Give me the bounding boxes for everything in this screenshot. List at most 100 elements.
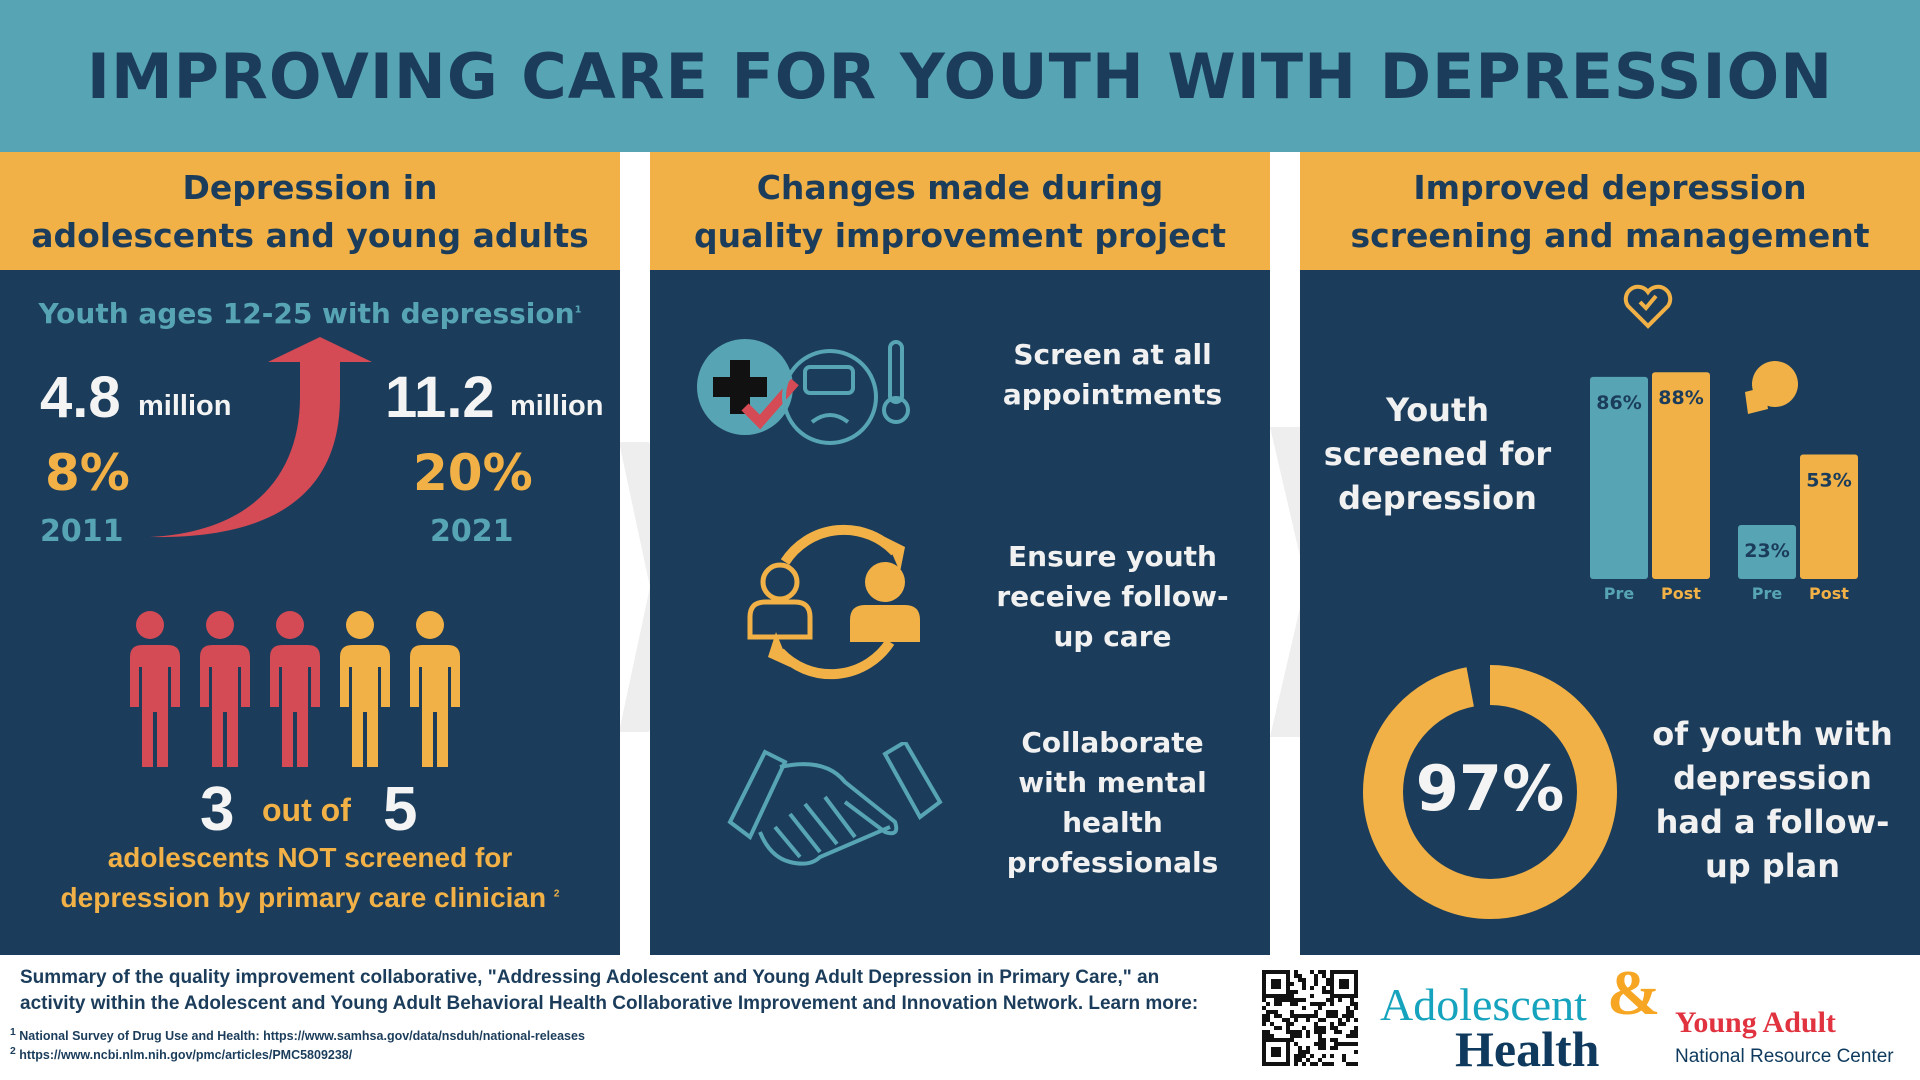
qr-module bbox=[1262, 1030, 1266, 1034]
qr-module bbox=[1354, 1002, 1358, 1006]
qr-module bbox=[1290, 1022, 1294, 1026]
qr-module bbox=[1302, 1014, 1306, 1018]
qr-module bbox=[1326, 998, 1330, 1002]
item-line: professionals bbox=[1006, 846, 1219, 879]
qr-module bbox=[1302, 1050, 1306, 1054]
qr-module bbox=[1318, 1030, 1322, 1034]
rising-arrow-icon bbox=[150, 337, 372, 538]
qr-module bbox=[1322, 1042, 1326, 1046]
qr-module bbox=[1330, 1054, 1334, 1058]
caption-line: adolescents NOT screened for bbox=[107, 842, 513, 873]
bar bbox=[1800, 454, 1858, 579]
footnote-2: 2 https://www.ncbi.nlm.nih.gov/pmc/artic… bbox=[10, 1046, 352, 1062]
qr-module bbox=[1298, 978, 1302, 982]
qr-module bbox=[1290, 1034, 1294, 1038]
qr-module bbox=[1314, 978, 1318, 982]
qr-module bbox=[1302, 986, 1306, 990]
qr-module bbox=[1306, 1030, 1310, 1034]
qr-module bbox=[1354, 1018, 1358, 1022]
qr-module bbox=[1334, 1038, 1338, 1042]
qr-module bbox=[1318, 1058, 1322, 1062]
qr-module bbox=[1326, 1014, 1330, 1018]
qr-module bbox=[1266, 1002, 1270, 1006]
qr-module bbox=[1326, 1010, 1330, 1014]
medical-check-sick-face-icon bbox=[697, 339, 910, 445]
qr-module bbox=[1322, 1054, 1326, 1058]
qr-module bbox=[1330, 1002, 1334, 1006]
column-heading: Depression in adolescents and young adult… bbox=[0, 152, 620, 270]
qr-module bbox=[1322, 986, 1326, 990]
item-line: health bbox=[1062, 806, 1163, 839]
item-line: up care bbox=[1053, 620, 1172, 653]
qr-module bbox=[1310, 994, 1314, 998]
qr-finder bbox=[1262, 970, 1290, 998]
footnote-1: 1 National Survey of Drug Use and Health… bbox=[10, 1027, 585, 1043]
footnote-ref: 2 bbox=[553, 888, 560, 900]
qr-module bbox=[1314, 1042, 1318, 1046]
qr-module bbox=[1350, 1010, 1354, 1014]
change-item-collaborate: Collaborate with mental health professional… bbox=[990, 723, 1235, 883]
qr-module bbox=[1302, 1062, 1306, 1066]
caption-line: up plan bbox=[1704, 847, 1841, 885]
qr-module bbox=[1302, 998, 1306, 1002]
item-line: with mental bbox=[1018, 766, 1207, 799]
label-line: depression bbox=[1338, 479, 1537, 517]
qr-module bbox=[1286, 1022, 1290, 1026]
qr-module bbox=[1262, 1006, 1266, 1010]
count-2011: 4.8 bbox=[40, 365, 121, 430]
qr-module bbox=[1326, 978, 1330, 982]
qr-module bbox=[1306, 1050, 1310, 1054]
qr-module bbox=[1298, 1034, 1302, 1038]
qr-module bbox=[1346, 1062, 1350, 1066]
column-heading: Changes made during quality improvement p… bbox=[650, 152, 1270, 270]
qr-module bbox=[1274, 1026, 1278, 1030]
qr-module bbox=[1290, 1030, 1294, 1034]
qr-module bbox=[1322, 1030, 1326, 1034]
qr-module bbox=[1290, 1002, 1294, 1006]
qr-module bbox=[1266, 1014, 1270, 1018]
people-figures bbox=[130, 611, 460, 767]
qr-code[interactable] bbox=[1262, 970, 1358, 1066]
qr-module bbox=[1346, 1014, 1350, 1018]
qr-module bbox=[1298, 974, 1302, 978]
qr-module bbox=[1286, 998, 1290, 1002]
heart-check-icon bbox=[1623, 284, 1673, 329]
summary-line: activity within the Adolescent and Young… bbox=[20, 993, 1199, 1014]
bar bbox=[1590, 376, 1648, 579]
qr-module bbox=[1306, 1018, 1310, 1022]
qr-module bbox=[1314, 1010, 1318, 1014]
label-line: screened for bbox=[1323, 435, 1552, 473]
qr-module bbox=[1294, 1058, 1298, 1062]
qr-module bbox=[1350, 1042, 1354, 1046]
qr-module bbox=[1294, 1018, 1298, 1022]
qr-module bbox=[1294, 1042, 1298, 1046]
qr-module bbox=[1298, 1054, 1302, 1058]
qr-module bbox=[1330, 1062, 1334, 1066]
person-head bbox=[276, 611, 304, 639]
qr-module bbox=[1310, 1062, 1314, 1066]
qr-module bbox=[1322, 1026, 1326, 1030]
qr-module bbox=[1338, 1018, 1342, 1022]
qr-module bbox=[1290, 990, 1294, 994]
qr-module bbox=[1318, 1046, 1322, 1050]
qr-module bbox=[1334, 1042, 1338, 1046]
qr-module bbox=[1278, 1026, 1282, 1030]
qr-module bbox=[1354, 1042, 1358, 1046]
person-icon bbox=[130, 611, 180, 767]
qr-module bbox=[1314, 1014, 1318, 1018]
bar-series-label: Pre bbox=[1752, 584, 1783, 602]
unit-2011: million bbox=[138, 390, 232, 422]
qr-module bbox=[1330, 1038, 1334, 1042]
qr-module bbox=[1294, 1014, 1298, 1018]
bar-series-label: Post bbox=[1809, 584, 1849, 602]
footnote-number: 1 bbox=[10, 1027, 16, 1038]
qr-module bbox=[1290, 982, 1294, 986]
qr-module bbox=[1302, 982, 1306, 986]
check-mark bbox=[1638, 294, 1658, 311]
sneeze-tissue bbox=[1745, 387, 1768, 414]
screened-label: Youth screened for depression bbox=[1320, 388, 1555, 520]
qr-finder bbox=[1262, 1038, 1290, 1066]
qr-module bbox=[1322, 990, 1326, 994]
qr-module bbox=[1338, 1030, 1342, 1034]
